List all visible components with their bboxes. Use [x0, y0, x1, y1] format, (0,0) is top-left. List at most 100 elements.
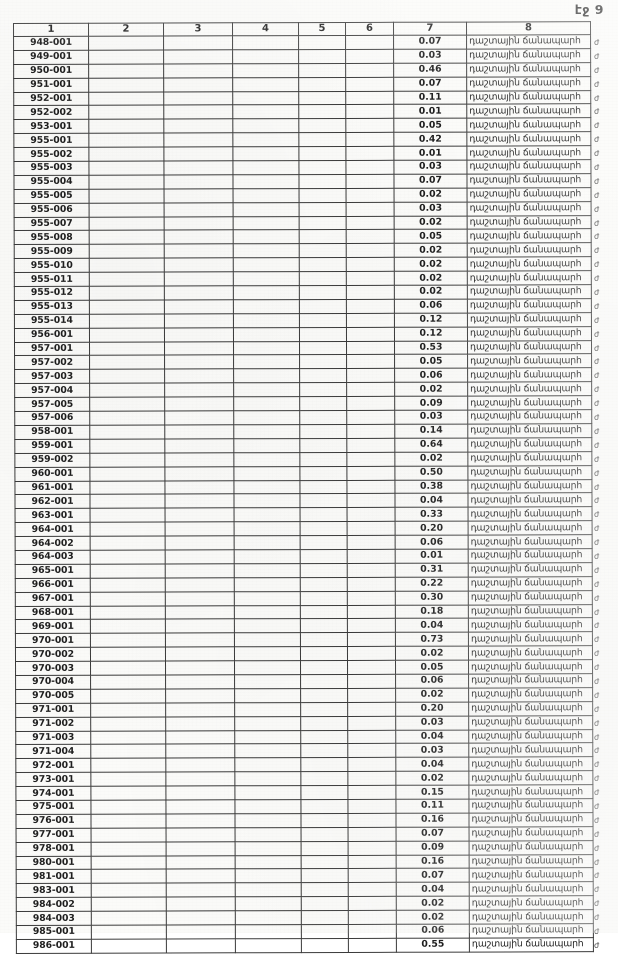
- margin-mark: ժ: [594, 663, 600, 673]
- land-type-cell: դաշտային ճանապարհ: [468, 548, 593, 563]
- land-type-cell: դաշտային ճանապարհ: [468, 631, 593, 647]
- empty-cell-2: [88, 49, 164, 65]
- empty-cell-3: [165, 813, 236, 828]
- empty-cell-4: [233, 202, 300, 217]
- column-header-6: 6: [345, 22, 394, 36]
- area-value-cell: 0.46: [393, 62, 467, 77]
- margin-mark: ժ: [594, 163, 600, 173]
- empty-cell-5: [300, 743, 348, 758]
- empty-cell-2: [89, 466, 165, 481]
- empty-cell-4: [233, 410, 300, 425]
- empty-cell-4: [233, 480, 300, 495]
- parcel-id-cell: 984-003: [16, 911, 92, 926]
- empty-cell-6: [347, 646, 396, 661]
- margin-mark: ժ: [594, 593, 600, 603]
- empty-cell-4: [233, 452, 300, 467]
- parcel-id-cell: 965-001: [15, 564, 91, 579]
- empty-cell-4: [232, 105, 299, 120]
- empty-cell-6: [347, 535, 396, 550]
- empty-cell-3: [164, 480, 234, 495]
- area-value-cell: 0.04: [394, 493, 469, 508]
- empty-cell-5: [301, 854, 349, 870]
- margin-mark: ժ: [594, 649, 600, 659]
- empty-cell-3: [165, 660, 235, 675]
- empty-cell-2: [89, 188, 165, 203]
- empty-cell-6: [347, 729, 396, 744]
- land-type-cell: դաշտային ճանապարհ: [469, 840, 594, 855]
- empty-cell-2: [90, 702, 166, 717]
- empty-cell-2: [89, 494, 166, 509]
- empty-cell-5: [300, 646, 348, 661]
- margin-mark: ժ: [594, 315, 600, 325]
- empty-cell-3: [165, 521, 235, 537]
- parcel-id-cell: 955-013: [14, 300, 90, 315]
- empty-cell-5: [300, 674, 348, 689]
- area-value-cell: 0.02: [394, 285, 468, 300]
- margin-mark: ժ: [594, 260, 600, 270]
- parcel-id-cell: 955-008: [14, 230, 90, 245]
- empty-cell-5: [298, 132, 346, 147]
- empty-cell-4: [234, 757, 301, 773]
- empty-cell-2: [90, 508, 166, 523]
- area-value-cell: 0.05: [394, 229, 468, 244]
- empty-cell-6: [345, 90, 394, 105]
- empty-cell-5: [299, 424, 347, 439]
- empty-cell-6: [346, 368, 395, 383]
- margin-mark: ժ: [594, 232, 600, 242]
- empty-cell-4: [234, 702, 301, 717]
- empty-cell-4: [233, 216, 300, 231]
- empty-cell-6: [347, 688, 396, 703]
- land-type-cell: դաշտային ճանապարհ: [467, 437, 592, 452]
- empty-cell-5: [300, 507, 348, 522]
- empty-cell-5: [299, 396, 347, 411]
- land-type-cell: դաշտային ճանապարհ: [468, 506, 593, 522]
- empty-cell-6: [348, 924, 397, 939]
- land-type-cell: դաշտային ճանապարհ: [467, 493, 593, 508]
- land-type-cell: դաշտային ճանապարհ: [469, 937, 594, 952]
- empty-cell-5: [299, 271, 347, 286]
- empty-cell-4: [233, 424, 300, 439]
- empty-cell-6: [345, 174, 395, 189]
- empty-cell-5: [299, 188, 347, 203]
- empty-cell-2: [90, 577, 166, 592]
- empty-cell-3: [164, 383, 234, 398]
- empty-cell-2: [90, 800, 166, 815]
- empty-cell-6: [347, 660, 396, 675]
- empty-cell-3: [166, 897, 236, 912]
- parcel-id-cell: 975-001: [15, 800, 91, 815]
- parcel-id-cell: 964-001: [15, 522, 91, 537]
- area-value-cell: 0.11: [393, 90, 467, 105]
- area-value-cell: 0.04: [395, 729, 469, 744]
- empty-cell-5: [300, 591, 348, 606]
- land-type-cell: դաշտային ճանապարհ: [466, 118, 591, 133]
- empty-cell-4: [234, 632, 301, 647]
- empty-cell-5: [300, 535, 348, 550]
- parcel-id-cell: 956-001: [14, 327, 90, 343]
- margin-mark: ժ: [594, 204, 600, 214]
- empty-cell-6: [346, 479, 395, 494]
- area-value-cell: 0.53: [394, 340, 468, 355]
- margin-mark: ժ: [594, 899, 600, 909]
- empty-cell-2: [90, 674, 166, 690]
- empty-cell-4: [233, 396, 300, 411]
- land-type-cell: դաշտային ճանապարհ: [466, 159, 591, 174]
- empty-cell-5: [299, 382, 347, 397]
- empty-cell-5: [299, 257, 347, 272]
- area-value-cell: 0.06: [396, 924, 470, 939]
- parcel-id-cell: 960-001: [14, 466, 90, 481]
- empty-cell-6: [347, 757, 396, 772]
- land-type-cell: դաշտային ճանապարհ: [467, 284, 592, 299]
- parcel-id-cell: 972-001: [15, 758, 91, 773]
- area-value-cell: 0.05: [395, 660, 469, 675]
- empty-cell-2: [88, 91, 164, 106]
- area-value-cell: 0.12: [394, 312, 468, 328]
- empty-cell-3: [166, 827, 236, 842]
- empty-cell-6: [346, 285, 395, 300]
- parcel-id-cell: 970-005: [15, 689, 91, 704]
- land-type-cell: դաշտային ճանապարհ: [466, 131, 591, 147]
- land-type-cell: դաշտային ճանապարհ: [467, 479, 592, 494]
- empty-cell-3: [164, 466, 234, 481]
- empty-cell-6: [346, 438, 395, 453]
- area-value-cell: 0.50: [394, 465, 468, 480]
- empty-cell-2: [89, 202, 165, 217]
